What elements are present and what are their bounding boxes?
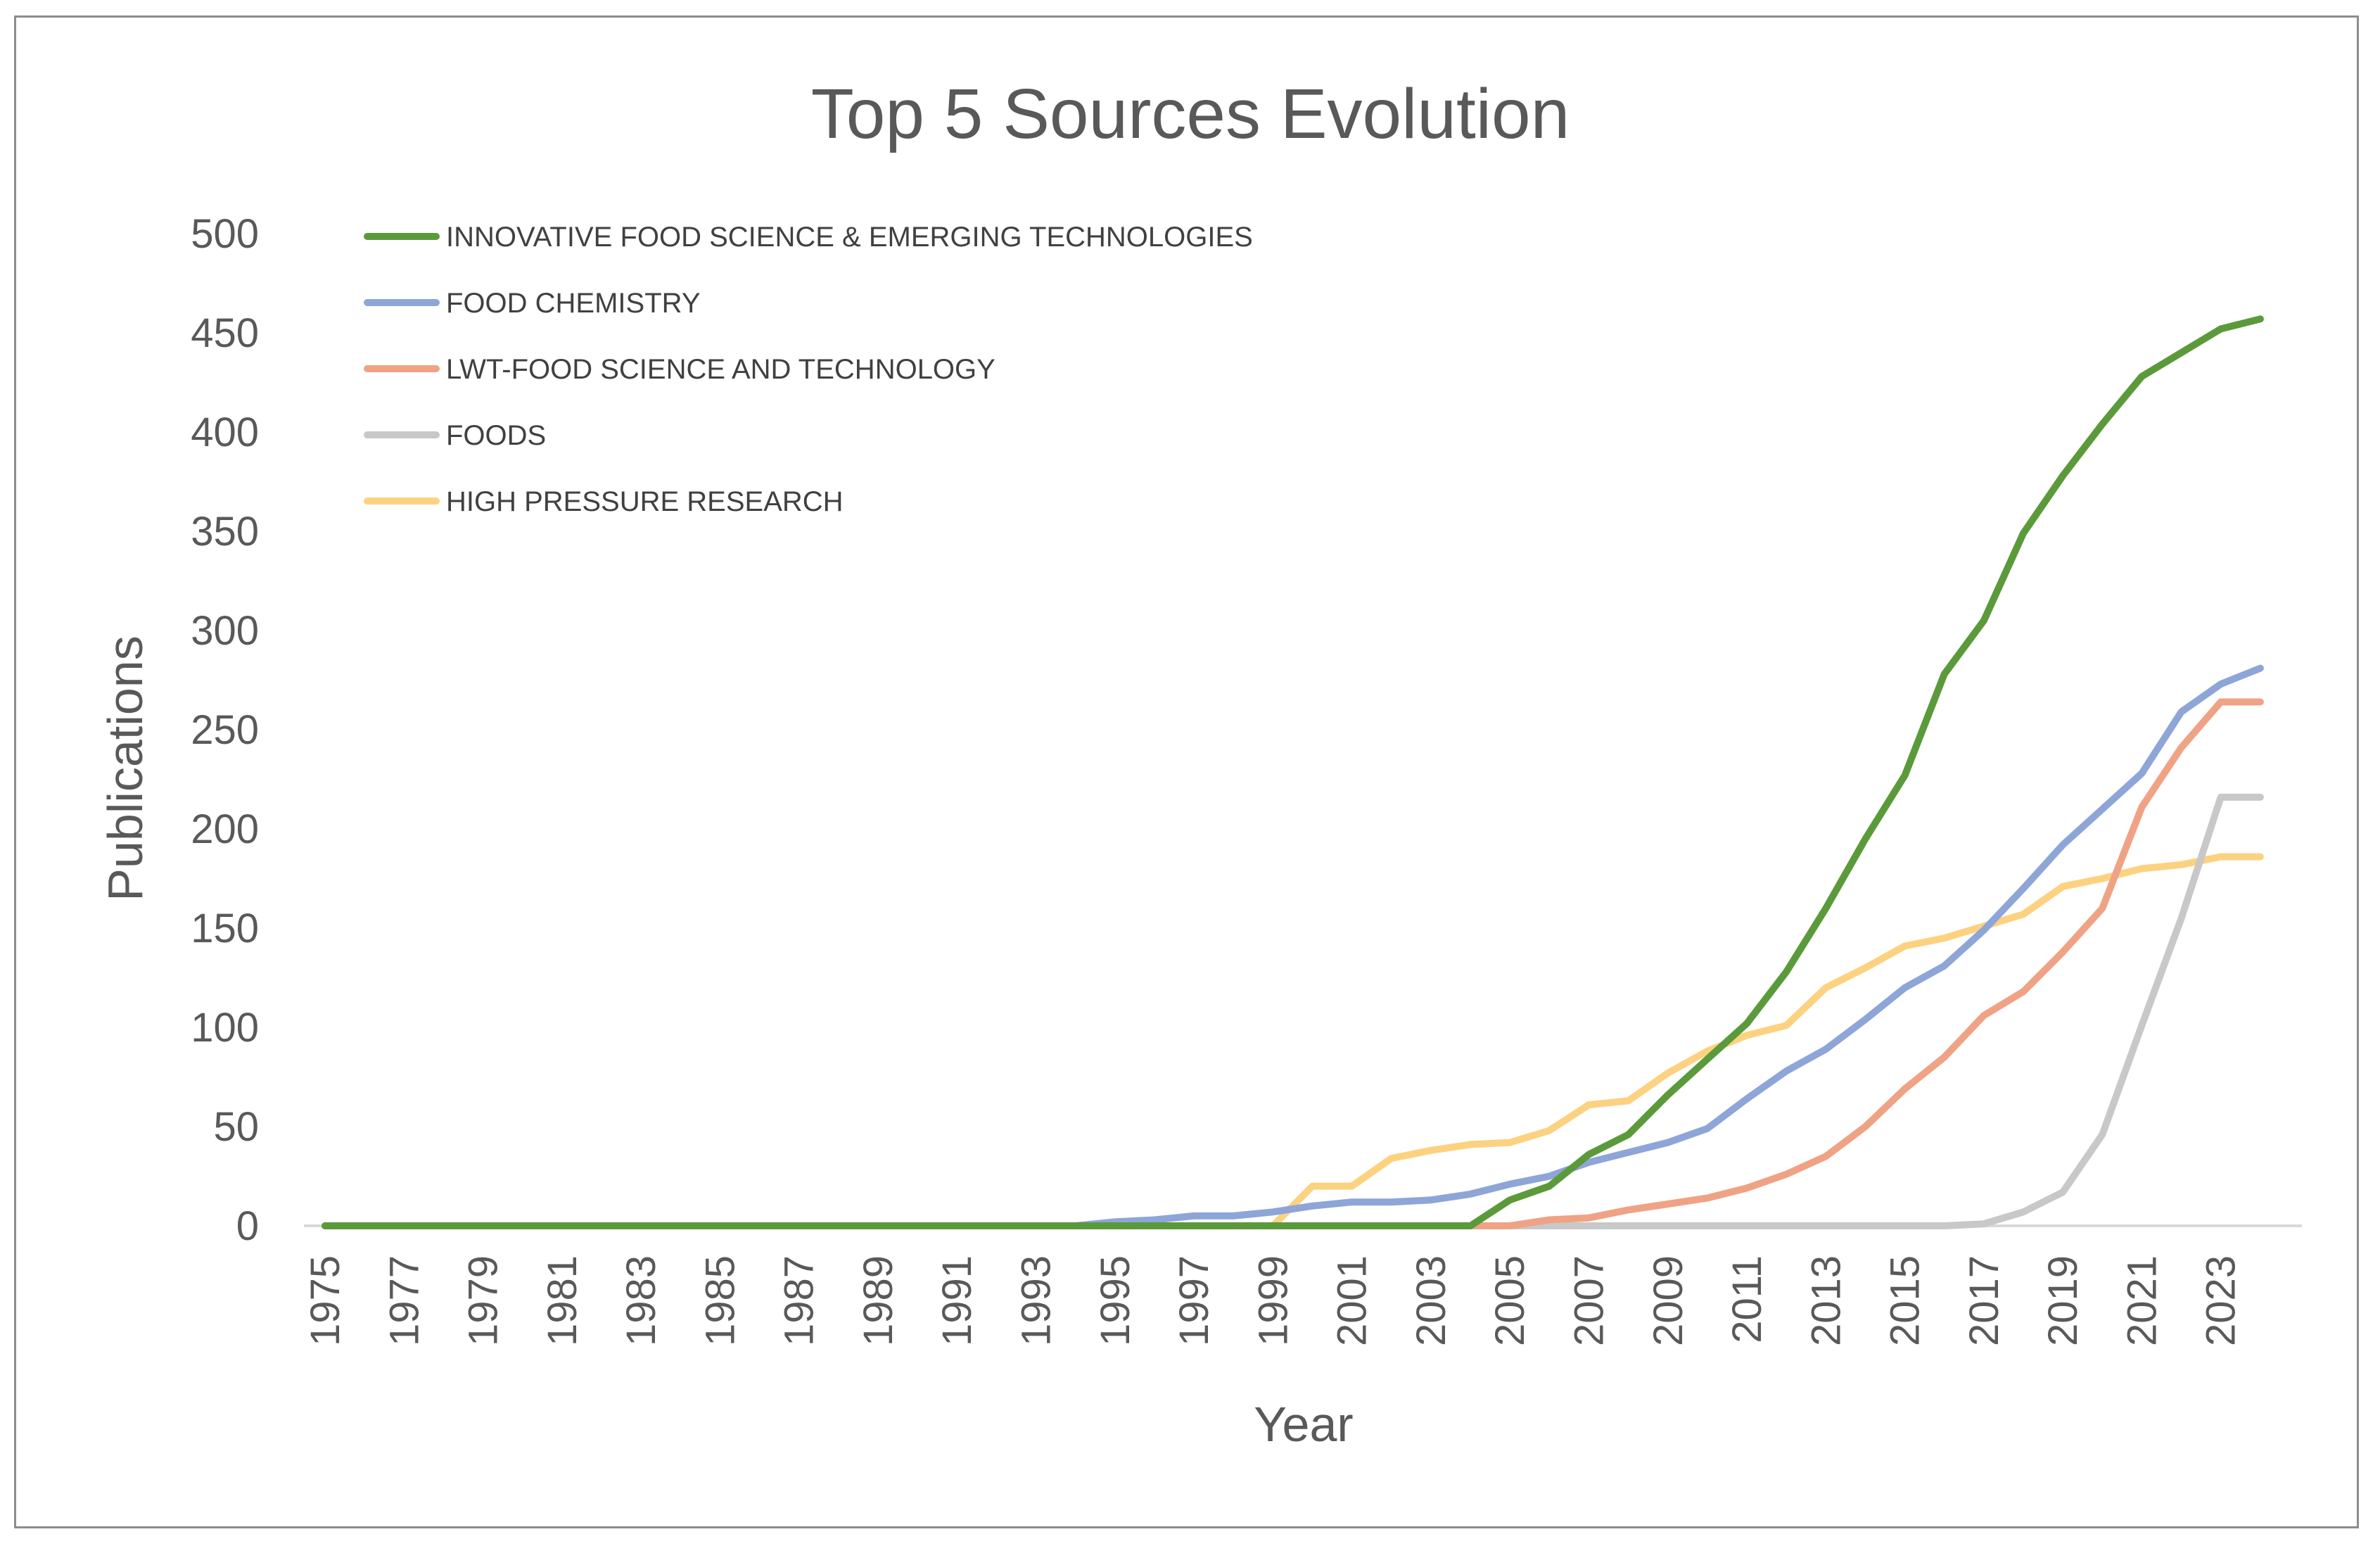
legend: INNOVATIVE FOOD SCIENCE & EMERGING TECHN…: [364, 222, 1253, 517]
y-tick-label: 400: [191, 410, 259, 455]
x-tick-label: 1995: [1093, 1255, 1138, 1346]
y-tick-label: 350: [191, 509, 259, 555]
y-tick-label: 300: [191, 608, 259, 654]
x-axis-ticks: 1975 1977 1979 1981 1983 1985 1987 1989 1991 1993…: [303, 1255, 2244, 1346]
x-tick-label: 1987: [777, 1255, 822, 1346]
series-line-2: [322, 664, 2264, 1229]
chart-frame: [14, 15, 2359, 1528]
x-tick-label: 1983: [618, 1255, 664, 1346]
x-tick-label: 1977: [381, 1255, 427, 1346]
series-line-4: [322, 793, 2264, 1229]
x-tick-label: 1993: [1014, 1255, 1059, 1346]
x-tick-label: 1981: [540, 1255, 585, 1346]
series-line-3: [322, 698, 2264, 1229]
x-tick-label: 2023: [2198, 1255, 2244, 1346]
y-axis-title: Publications: [98, 635, 153, 901]
y-tick-label: 0: [236, 1203, 259, 1249]
x-tick-label: 1991: [934, 1255, 980, 1346]
x-tick-label: 1997: [1171, 1255, 1217, 1346]
x-tick-label: 1989: [855, 1255, 901, 1346]
y-tick-label: 100: [191, 1005, 259, 1051]
x-tick-label: 2019: [2040, 1255, 2086, 1346]
y-axis-ticks: 0 50 100 150 200 250 300 350 400 450 500: [191, 211, 259, 1249]
legend-label: HIGH PRESSURE RESEARCH: [446, 486, 844, 517]
y-tick-label: 450: [191, 310, 259, 356]
x-tick-label: 1999: [1250, 1255, 1296, 1346]
y-tick-label: 250: [191, 707, 259, 753]
x-tick-label: 2001: [1330, 1255, 1375, 1346]
x-tick-label: 2005: [1487, 1255, 1533, 1346]
legend-label: FOODS: [446, 420, 546, 451]
y-tick-label: 150: [191, 906, 259, 951]
y-tick-label: 200: [191, 806, 259, 852]
x-tick-label: 2013: [1803, 1255, 1849, 1346]
x-tick-label: 1975: [303, 1255, 348, 1346]
y-tick-label: 500: [191, 211, 259, 257]
x-tick-label: 2009: [1646, 1255, 1691, 1346]
x-tick-label: 2007: [1566, 1255, 1612, 1346]
series-line-5: [322, 853, 2264, 1229]
legend-label: INNOVATIVE FOOD SCIENCE & EMERGING TECHN…: [446, 222, 1253, 253]
chart-title: Top 5 Sources Evolution: [811, 75, 1570, 153]
x-tick-label: 2021: [2119, 1255, 2165, 1346]
x-tick-label: 2003: [1408, 1255, 1454, 1346]
legend-label: LWT-FOOD SCIENCE AND TECHNOLOGY: [446, 354, 995, 385]
series-lines: [322, 315, 2264, 1229]
x-tick-label: 2017: [1961, 1255, 2007, 1346]
series-line-1: [322, 315, 2264, 1229]
x-tick-label: 1979: [461, 1255, 507, 1346]
x-tick-label: 2015: [1883, 1255, 1928, 1346]
y-tick-label: 50: [213, 1104, 259, 1150]
x-axis-title: Year: [1254, 1397, 1353, 1452]
legend-label: FOOD CHEMISTRY: [446, 288, 701, 319]
x-tick-label: 1985: [697, 1255, 743, 1346]
x-tick-label: 2011: [1724, 1255, 1770, 1343]
